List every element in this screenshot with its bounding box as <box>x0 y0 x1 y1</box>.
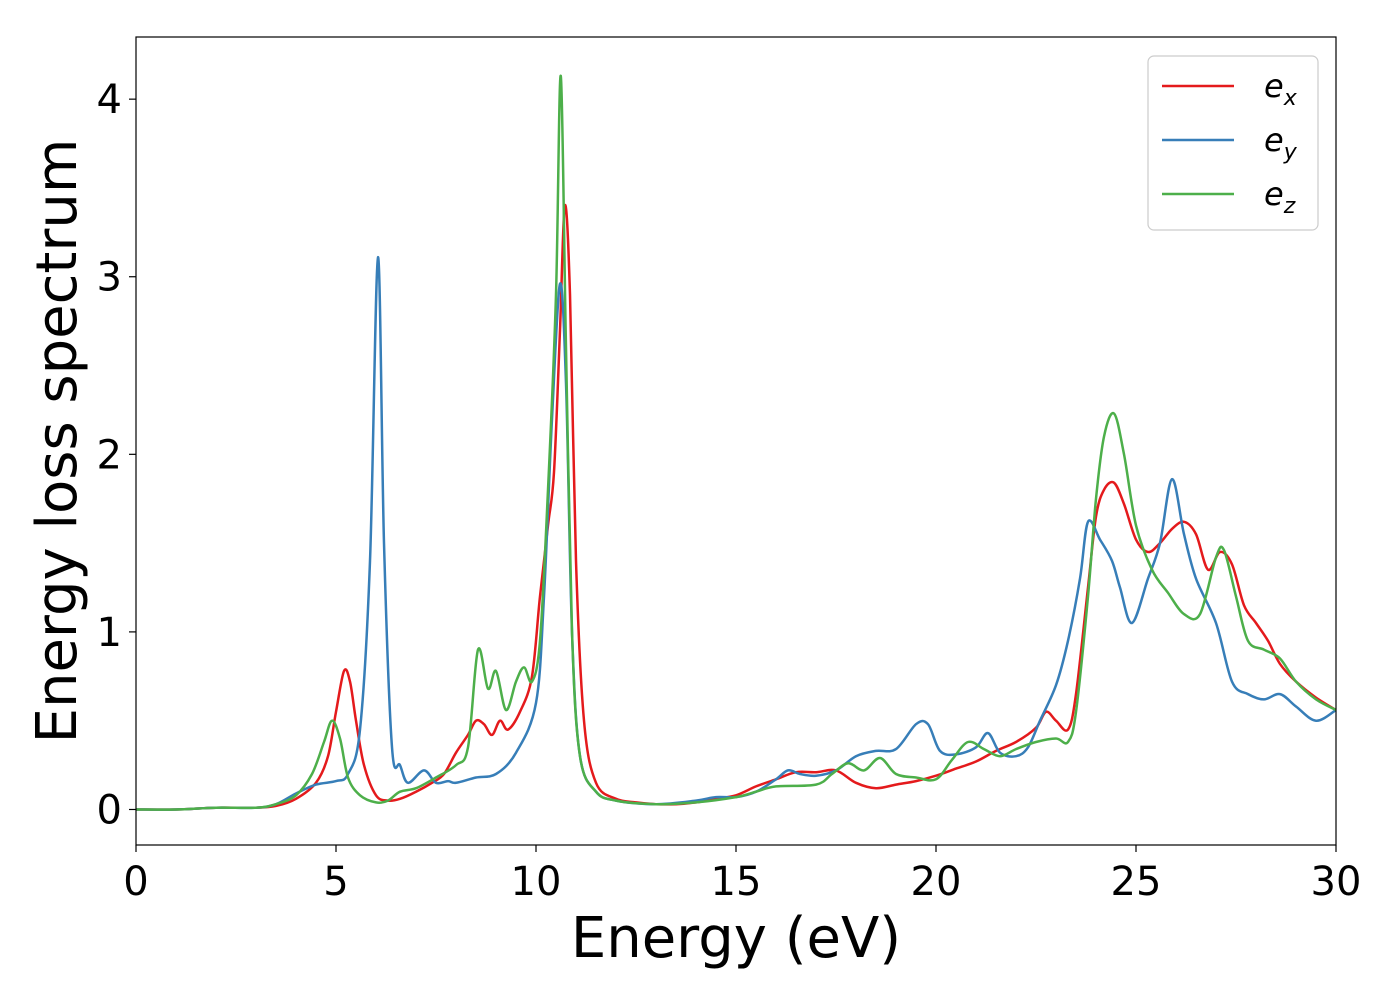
x-tick-label: 15 <box>711 859 762 905</box>
y-tick-label: 2 <box>97 432 122 478</box>
x-tick-label: 20 <box>911 859 962 905</box>
series-line-z <box>135 74 1337 811</box>
legend-box <box>1147 55 1319 231</box>
legend-label-x: ex <box>1264 67 1298 111</box>
y-tick-label: 4 <box>97 77 122 123</box>
y-tick-label: 0 <box>97 787 122 833</box>
y-axis: 0 1 2 3 4 <box>97 77 136 833</box>
y-axis-title: Energy loss spectrum <box>25 139 90 744</box>
y-tick-label: 1 <box>97 610 122 656</box>
x-tick-label: 0 <box>123 859 148 905</box>
x-tick-label: 25 <box>1111 859 1162 905</box>
series-layer <box>135 74 1337 811</box>
series-line-y <box>135 255 1337 811</box>
legend: ex ey ez <box>1147 55 1319 231</box>
legend-label-z: ez <box>1264 175 1296 219</box>
x-tick-label: 10 <box>511 859 562 905</box>
x-axis: 0 5 10 15 20 25 30 <box>123 845 1361 905</box>
legend-label-y: ey <box>1264 121 1298 165</box>
x-tick-label: 5 <box>323 859 348 905</box>
x-tick-label: 30 <box>1311 859 1362 905</box>
x-axis-title: Energy (eV) <box>571 906 901 971</box>
y-tick-label: 3 <box>97 255 122 301</box>
